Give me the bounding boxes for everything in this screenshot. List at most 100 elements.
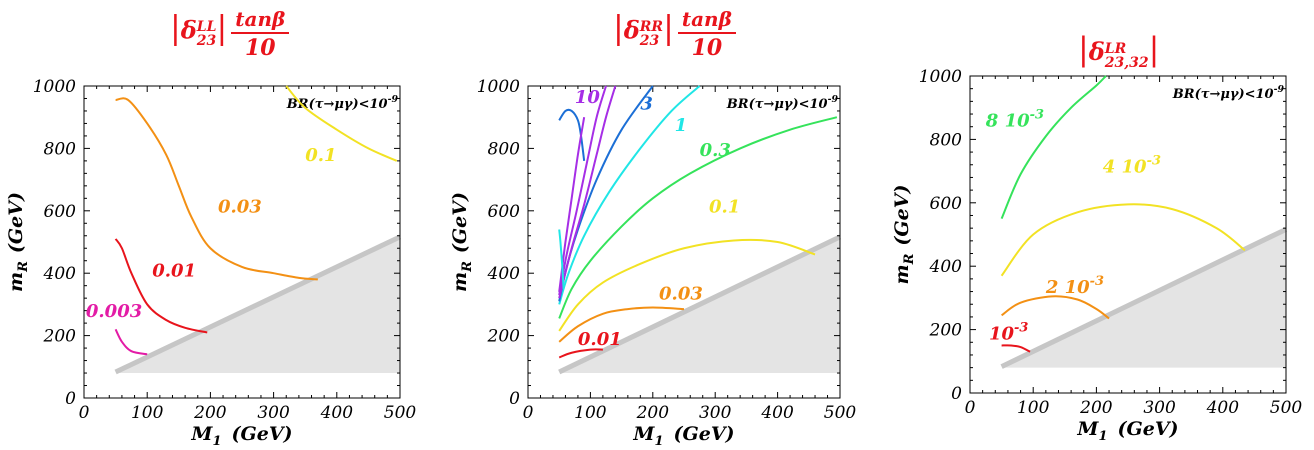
curve-label: 0.3 [700,140,731,161]
excluded-region-edge [114,234,402,375]
chart-panel-lr: |δ LR 23,32 | 0 100 200 300 400 500 0 200 400 600 800… [880,0,1314,450]
series-line [114,328,148,356]
chart-panel-ll: |δ LL 23 | tanβ 10 0 100 200 300 400 500 0 200 400 600… [0,0,440,450]
chart-title: |δ RR 23 | tanβ 10 [613,8,736,60]
y-tick-label: 600 [930,194,963,214]
title-abs-open: | [170,8,181,47]
curve-label: 4 10-3 [1103,154,1161,178]
y-tick-label: 400 [43,264,77,284]
excluded-region-edge [1000,227,1288,369]
x-tick-label: 300 [257,403,290,423]
curve-label: 3 [640,93,653,114]
curve-label: 10 [575,87,601,108]
title-fraction: tanβ 10 [231,7,290,61]
series-line [558,348,603,359]
br-annotation: BR(τ→μγ)<10-9 [726,94,839,112]
x-tick-label: 0 [965,398,976,418]
y-tick-label: 600 [44,202,77,222]
y-tick-label: 600 [488,202,521,222]
title-subscript: 23 [639,33,660,49]
series-line [1001,344,1031,353]
x-tick-label: 100 [1017,398,1050,418]
y-tick-label: 800 [930,130,963,150]
curve-label: 0.1 [709,196,740,217]
y-tick-label: 1000 [33,77,76,97]
x-tick-label: 0 [523,403,534,423]
x-tick-label: 200 [1079,398,1113,418]
title-abs-open: | [1078,30,1089,68]
series-line [558,116,838,319]
curve-label: 0.003 [86,301,142,322]
y-axis-label: mR(GeV) [5,192,31,292]
br-annotation: BR(τ→μγ)<10-9 [1172,84,1285,102]
y-tick-label: 400 [929,257,963,277]
x-axis-label: M1 (GeV) [632,423,734,449]
title-abs-close: | [216,8,228,47]
curve-label: 2 10-3 [1045,274,1104,298]
title-delta: δ [623,15,640,45]
title-numerator: tanβ [681,7,732,31]
series-line [1000,75,1107,220]
y-axis-label: mR(GeV) [891,185,917,285]
title-numerator: tanβ [235,7,286,31]
chart-title: |δ LL 23 | tanβ 10 [170,7,290,61]
plot-area: 0 100 200 300 400 500 0 200 400 600 800 1000 M1 (GeV)… [891,67,1303,444]
title-subscript: 23,32 [1104,54,1149,71]
y-tick-label: 0 [951,384,962,404]
y-tick-label: 800 [44,139,77,159]
plot-frame [527,85,841,399]
excluded-region-edge [558,234,842,375]
title-superscript: LL [196,19,217,35]
series-line [115,97,318,281]
title-delta: δ [1088,37,1105,66]
x-tick-label: 200 [193,403,227,423]
title-denominator: 10 [691,35,723,61]
x-tick-label: 200 [636,403,670,423]
x-tick-label: 500 [384,403,417,423]
title-delta: δ [180,15,197,45]
series-line [558,85,607,296]
br-annotation: BR(τ→μγ)<10-9 [286,94,399,112]
title-denominator: 10 [244,35,276,61]
y-tick-label: 0 [65,389,76,409]
x-tick-label: 100 [574,403,607,423]
title-fraction: tanβ 10 [677,7,736,61]
plot-area: 0 100 200 300 400 500 0 200 400 600 800 1000 M1 (GeV)… [5,77,417,449]
curve-label: 0.01 [578,329,622,350]
curve-label: 0.03 [659,284,703,305]
title-abs-close: | [663,8,674,47]
title-abs-open: | [613,8,624,47]
x-tick-label: 500 [1270,398,1303,418]
series-line [558,229,565,289]
title-subscript: 23 [196,33,217,49]
x-tick-label: 0 [79,403,90,423]
x-tick-label: 400 [320,403,354,423]
series-line [558,85,617,299]
x-axis-label: M1 (GeV) [190,423,292,449]
y-tick-label: 200 [487,327,521,347]
series-line [558,306,685,343]
y-tick-label: 400 [487,264,521,284]
y-tick-label: 200 [929,321,963,341]
curve-label: 10-3 [989,321,1028,345]
title-superscript: RR [639,19,664,35]
series-line [1000,203,1246,277]
title-abs-close: | [1148,30,1160,68]
x-tick-label: 400 [760,403,794,423]
chart-title: |δ LR 23,32 | [1078,30,1159,70]
curve-label: 0.1 [305,145,336,166]
curve-label: 0.01 [152,260,196,281]
y-tick-label: 200 [43,327,77,347]
y-tick-label: 800 [488,139,521,159]
x-tick-label: 500 [824,403,857,423]
series-line [558,85,701,305]
plot-frame [969,75,1287,394]
series-line [1001,295,1110,320]
y-axis-label: mR(GeV) [449,192,475,292]
x-tick-label: 300 [699,403,732,423]
curve-label: 8 10-3 [985,108,1044,132]
title-superscript: LR [1104,40,1127,57]
y-tick-label: 0 [509,389,520,409]
series-line [285,85,398,162]
x-tick-label: 400 [1206,398,1240,418]
